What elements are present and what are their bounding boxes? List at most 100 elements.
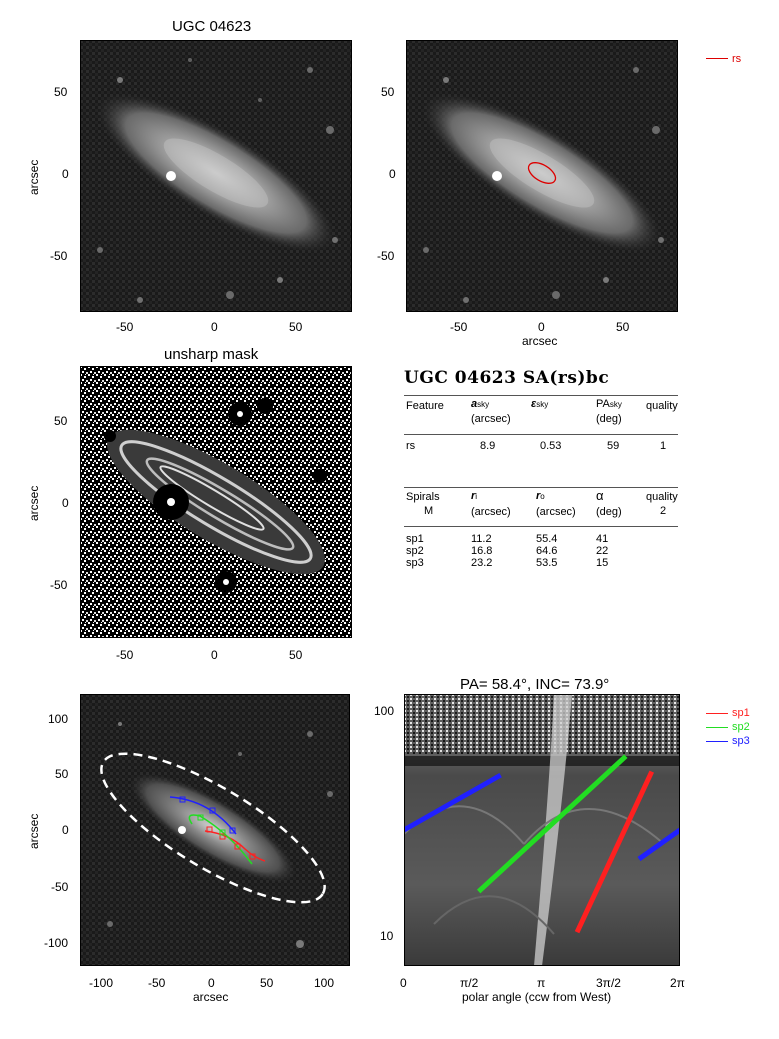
panel5-xlabel: arcsec — [193, 990, 229, 1004]
table2-ri-header: ri — [471, 490, 478, 502]
sp3-legend-line — [706, 741, 728, 742]
table2-alpha-unit: (deg) — [596, 506, 622, 518]
disk-ellipse — [100, 752, 326, 904]
spiral-row-ri: 23.2 — [471, 557, 493, 569]
spiral-row-name: sp2 — [406, 545, 424, 557]
table2-quality-value: 2 — [660, 505, 667, 517]
panel6-xtick: 2π — [670, 976, 685, 990]
panel6-chart — [404, 694, 680, 966]
panel5-ytick: -50 — [51, 880, 69, 894]
sp2-legend-label: sp2 — [732, 721, 750, 733]
sp1-arc — [204, 830, 266, 862]
table1-row-eps: 0.53 — [540, 440, 562, 452]
panel1-xtick: -50 — [116, 320, 134, 334]
panel6-xtick: π/2 — [460, 976, 479, 990]
spiral-row-name: sp1 — [406, 533, 424, 545]
sp1-legend-line — [706, 713, 728, 714]
panel5-ytick: -100 — [44, 936, 69, 950]
panel2-ytick: 50 — [381, 85, 395, 99]
panel6-xtick: 3π/2 — [596, 976, 621, 990]
panel5-xtick: -50 — [148, 976, 166, 990]
sp2-fit-line — [476, 754, 628, 894]
sp2-arc — [188, 814, 253, 865]
rs-legend-line — [706, 58, 728, 59]
panel6-ytick: 100 — [374, 704, 395, 718]
panel5-xtick: 50 — [260, 976, 274, 990]
table2-rule — [404, 526, 678, 527]
panel3-ytick: 50 — [54, 414, 68, 428]
panel2-frame — [406, 40, 678, 312]
panel3-frame — [80, 366, 352, 638]
sp1-legend-label: sp1 — [732, 707, 750, 719]
panel1-image — [80, 40, 352, 312]
spiral-row-ri: 11.2 — [471, 533, 492, 545]
panel5-xtick: -100 — [89, 976, 114, 990]
table1-row-pa: 59 — [607, 440, 620, 452]
table1-feature-header: Feature — [406, 400, 444, 412]
panel1-ylabel: arcsec — [27, 159, 41, 195]
table2-m-header: M — [424, 505, 434, 517]
panel3-title: unsharp mask — [164, 346, 259, 363]
sp3-legend-label: sp3 — [732, 735, 750, 747]
table-title: UGC 04623 SA(rs)bc — [404, 368, 610, 388]
panel1-frame — [80, 40, 352, 312]
table1-pa-unit: (deg) — [596, 413, 622, 425]
panel5-frame — [80, 694, 350, 966]
table2-quality-header: quality — [646, 491, 678, 503]
rs-ellipse — [527, 162, 557, 184]
table2-rule — [404, 487, 678, 488]
table1-pa-header: PAsky — [596, 398, 622, 410]
panel1-xtick: 50 — [289, 320, 303, 334]
table1-row-quality: 1 — [660, 440, 667, 452]
spiral-row-ri: 16.8 — [471, 545, 493, 557]
panel3-xtick: 50 — [289, 648, 303, 662]
table1-row-a: 8.9 — [480, 440, 496, 452]
panel2-xtick: -50 — [450, 320, 468, 334]
table1-a-header: asky — [471, 398, 490, 410]
table1-a-unit: (arcsec) — [471, 413, 511, 425]
table2-alpha-header: α — [596, 488, 604, 503]
panel3-ytick: 0 — [62, 496, 69, 510]
sp3-fit-line — [637, 827, 680, 862]
panel1-ytick: 0 — [62, 167, 69, 181]
spiral-row-alpha: 41 — [596, 533, 609, 545]
panel6-xlabel: polar angle (ccw from West) — [462, 990, 612, 1004]
table2-spirals-header: Spirals — [406, 491, 440, 503]
sp3-fit-line — [404, 772, 502, 833]
panel5-image — [80, 694, 350, 966]
panel2-xtick: 0 — [538, 320, 545, 334]
panel1-title: UGC 04623 — [172, 18, 252, 35]
table2-ro-unit: (arcsec) — [536, 506, 576, 518]
panel2-xtick: 50 — [616, 320, 630, 334]
panel3-image — [80, 366, 352, 638]
panel2-ytick: 0 — [389, 167, 396, 181]
table1-row-feature: rs — [406, 440, 416, 452]
panel1-ytick: -50 — [50, 249, 68, 263]
spiral-row-ro: 53.5 — [536, 557, 558, 569]
table1-rule — [404, 395, 678, 396]
spiral-row-alpha: 15 — [596, 557, 609, 569]
panel5-ytick: 100 — [48, 712, 69, 726]
panel5-xtick: 0 — [208, 976, 215, 990]
panel5-ylabel: arcsec — [27, 813, 41, 849]
sp1-fit-line — [574, 770, 655, 934]
panel5-xtick: 100 — [314, 976, 335, 990]
table2-ro-header: ro — [536, 490, 545, 502]
panel6-ytick: 10 — [380, 929, 394, 943]
panel1-xtick: 0 — [211, 320, 218, 334]
spiral-row-ro: 64.6 — [536, 545, 558, 557]
panel6-xtick: 0 — [400, 976, 407, 990]
panel3-ylabel: arcsec — [27, 485, 41, 521]
table1-quality-header: quality — [646, 400, 678, 412]
panel2-ytick: -50 — [377, 249, 395, 263]
sp2-legend-line — [706, 727, 728, 728]
panel2-xlabel: arcsec — [522, 334, 558, 348]
spiral-row-ro: 55.4 — [536, 533, 558, 545]
panel3-xtick: 0 — [211, 648, 218, 662]
panel2-image — [406, 40, 678, 312]
spiral-row-name: sp3 — [406, 557, 424, 569]
panel6-frame — [404, 694, 680, 966]
panel6-title: PA= 58.4°, INC= 73.9° — [460, 676, 610, 693]
table1-eps-header: εsky — [531, 398, 549, 410]
panel3-ytick: -50 — [50, 578, 68, 592]
